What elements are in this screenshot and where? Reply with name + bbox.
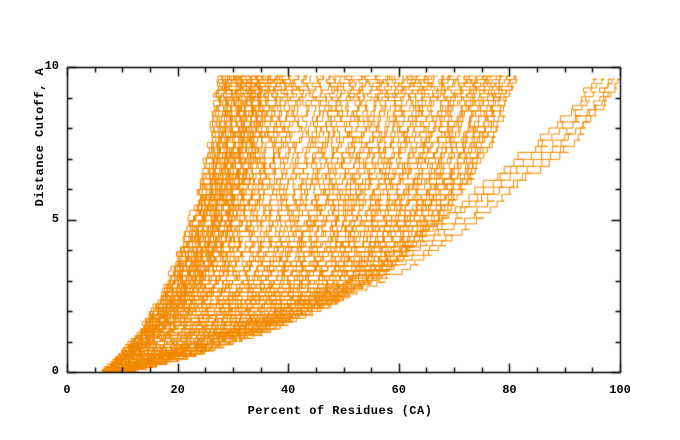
x-axis-label: Percent of Residues (CA) (247, 404, 433, 418)
x-tick-label: 80 (502, 383, 517, 397)
x-tick-label: 0 (63, 383, 71, 397)
y-tick-label: 0 (51, 364, 59, 378)
y-tick-label: 5 (51, 211, 59, 226)
x-tick-label: 40 (280, 383, 296, 397)
y-tick-label: 10 (44, 59, 59, 73)
x-tick-label: 100 (609, 383, 631, 397)
x-tick-label: 20 (170, 383, 185, 397)
x-tick-label: 60 (391, 383, 406, 397)
